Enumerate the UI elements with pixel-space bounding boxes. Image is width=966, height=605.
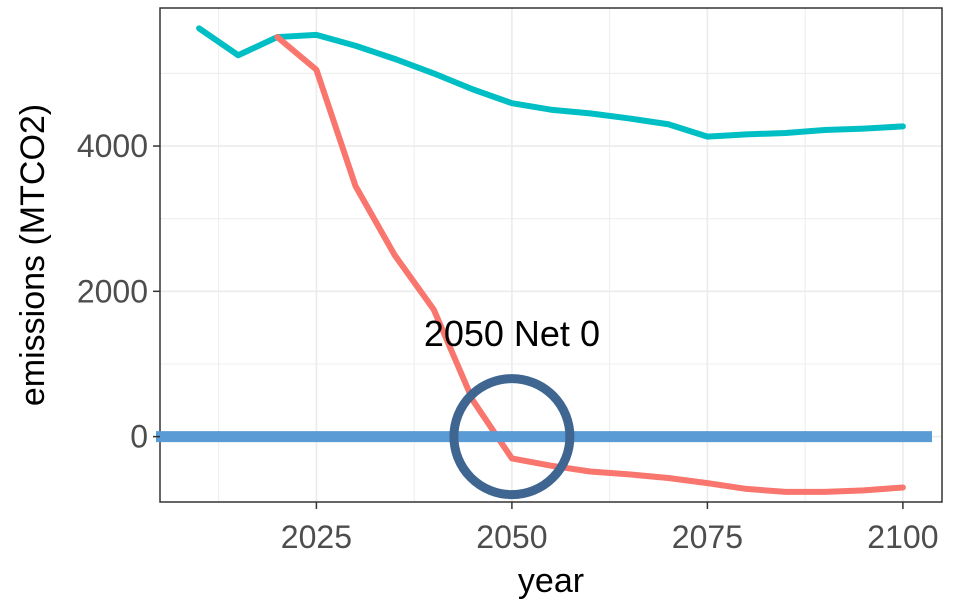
- x-tick-label: 2100: [867, 519, 938, 555]
- y-axis-ticks: 0 2000 4000: [77, 128, 160, 455]
- y-tick-label: 4000: [77, 128, 148, 164]
- y-tick-label: 0: [130, 419, 148, 455]
- net-zero-circle: [449, 374, 575, 500]
- x-axis-ticks: 2025 2050 2075 2100: [281, 502, 938, 555]
- y-tick-label: 2000: [77, 273, 148, 309]
- grid: [160, 8, 942, 502]
- annotation-label: 2050 Net 0: [424, 313, 600, 354]
- x-tick-label: 2075: [672, 519, 743, 555]
- series-line-2: [274, 34, 906, 495]
- x-tick-label: 2025: [281, 519, 352, 555]
- x-tick-label: 2050: [476, 519, 547, 555]
- y-axis-title: emissions (MTCO2): [14, 104, 52, 406]
- x-axis-title: year: [518, 562, 584, 600]
- plot-panel-border: [159, 7, 943, 503]
- series-line-1: [196, 25, 906, 140]
- series-lines: [196, 25, 906, 495]
